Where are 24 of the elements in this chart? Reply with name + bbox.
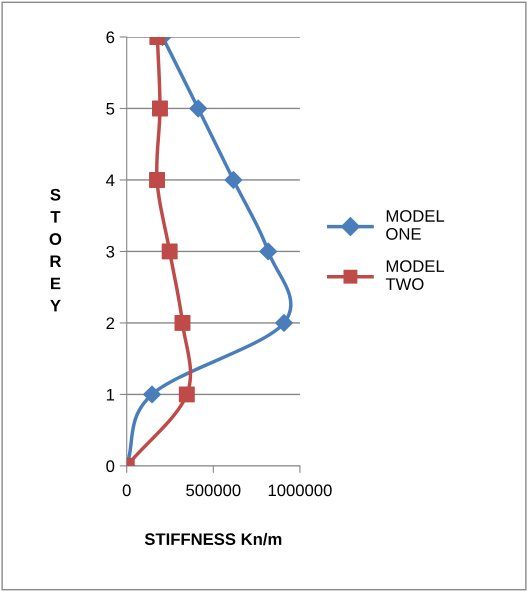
- point: [189, 100, 208, 118]
- point: [162, 243, 178, 260]
- point: [178, 386, 195, 402]
- y-axis-title: STOREY: [50, 188, 62, 312]
- y-tick-label: 3: [106, 246, 114, 258]
- point: [143, 386, 161, 404]
- legend-label: MODEL ONE: [386, 210, 444, 240]
- x-axis-title: STIFFNESS Kn/m: [144, 532, 282, 546]
- point: [259, 242, 278, 260]
- point: [224, 171, 242, 189]
- y-tick-label: 1: [106, 388, 114, 400]
- y-tick-label: 4: [106, 174, 114, 186]
- y-tick-label: 6: [106, 31, 114, 44]
- x-tick-label: 1000000: [268, 484, 332, 496]
- legend-label: MODEL TWO: [386, 260, 444, 290]
- x-tick-label: 500000: [186, 484, 240, 496]
- point: [149, 172, 166, 188]
- y-tick-label: 0: [106, 460, 114, 472]
- point: [174, 314, 190, 331]
- point: [152, 100, 168, 116]
- x-tick-label: 0: [122, 484, 131, 496]
- point: [275, 314, 293, 332]
- y-tick-label: 5: [106, 103, 114, 115]
- y-tick-label: 2: [106, 317, 114, 329]
